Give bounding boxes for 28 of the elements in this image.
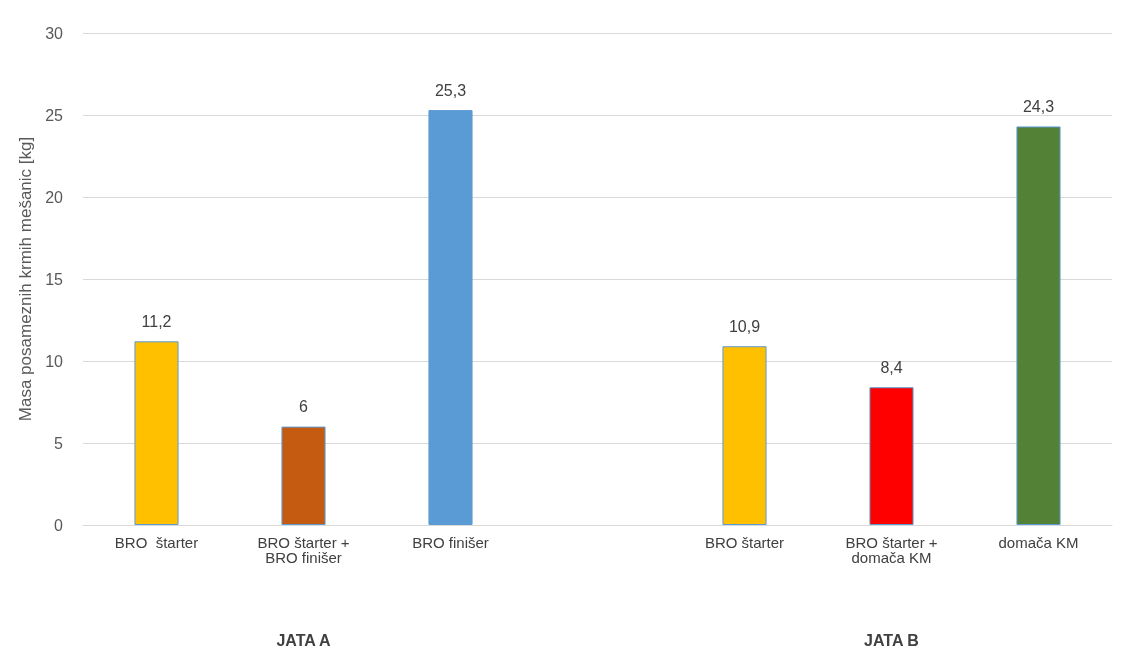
bar [428, 110, 473, 525]
bar [869, 387, 914, 525]
text: JATA B [864, 631, 919, 649]
bar [281, 426, 326, 525]
data-label: 8,4 [880, 358, 903, 376]
data-label: 24,3 [1022, 97, 1055, 115]
bar [722, 346, 767, 525]
x-tick-label: BRO štarter [114, 534, 199, 551]
y-axis-title: Masa posameznih krmih mešanic [kg] [16, 136, 36, 422]
x-tick-label: domača KM [998, 534, 1079, 551]
x-tick-label: BRO finišer [412, 534, 489, 551]
text: JATA A [276, 631, 332, 649]
x-tick-label: BRO štarter + domača KM [845, 534, 938, 566]
y-tick-label: 25 [45, 106, 64, 124]
data-label: 11,2 [141, 312, 172, 330]
y-tick-label: 5 [54, 434, 64, 452]
data-label: 25,3 [434, 81, 467, 99]
y-tick-label: 30 [45, 24, 64, 42]
y-tick-label: 15 [45, 270, 64, 288]
y-tick-label: 20 [45, 188, 64, 206]
y-tick-label: 10 [45, 352, 64, 370]
data-label: 6 [299, 398, 309, 416]
y-tick-label: 0 [54, 516, 64, 534]
bar [1016, 126, 1061, 525]
bar [134, 341, 179, 525]
x-tick-label: BRO štarter + BRO finišer [257, 534, 350, 566]
data-label: 10,9 [728, 317, 761, 335]
x-tick-label: BRO štarter [704, 534, 785, 551]
